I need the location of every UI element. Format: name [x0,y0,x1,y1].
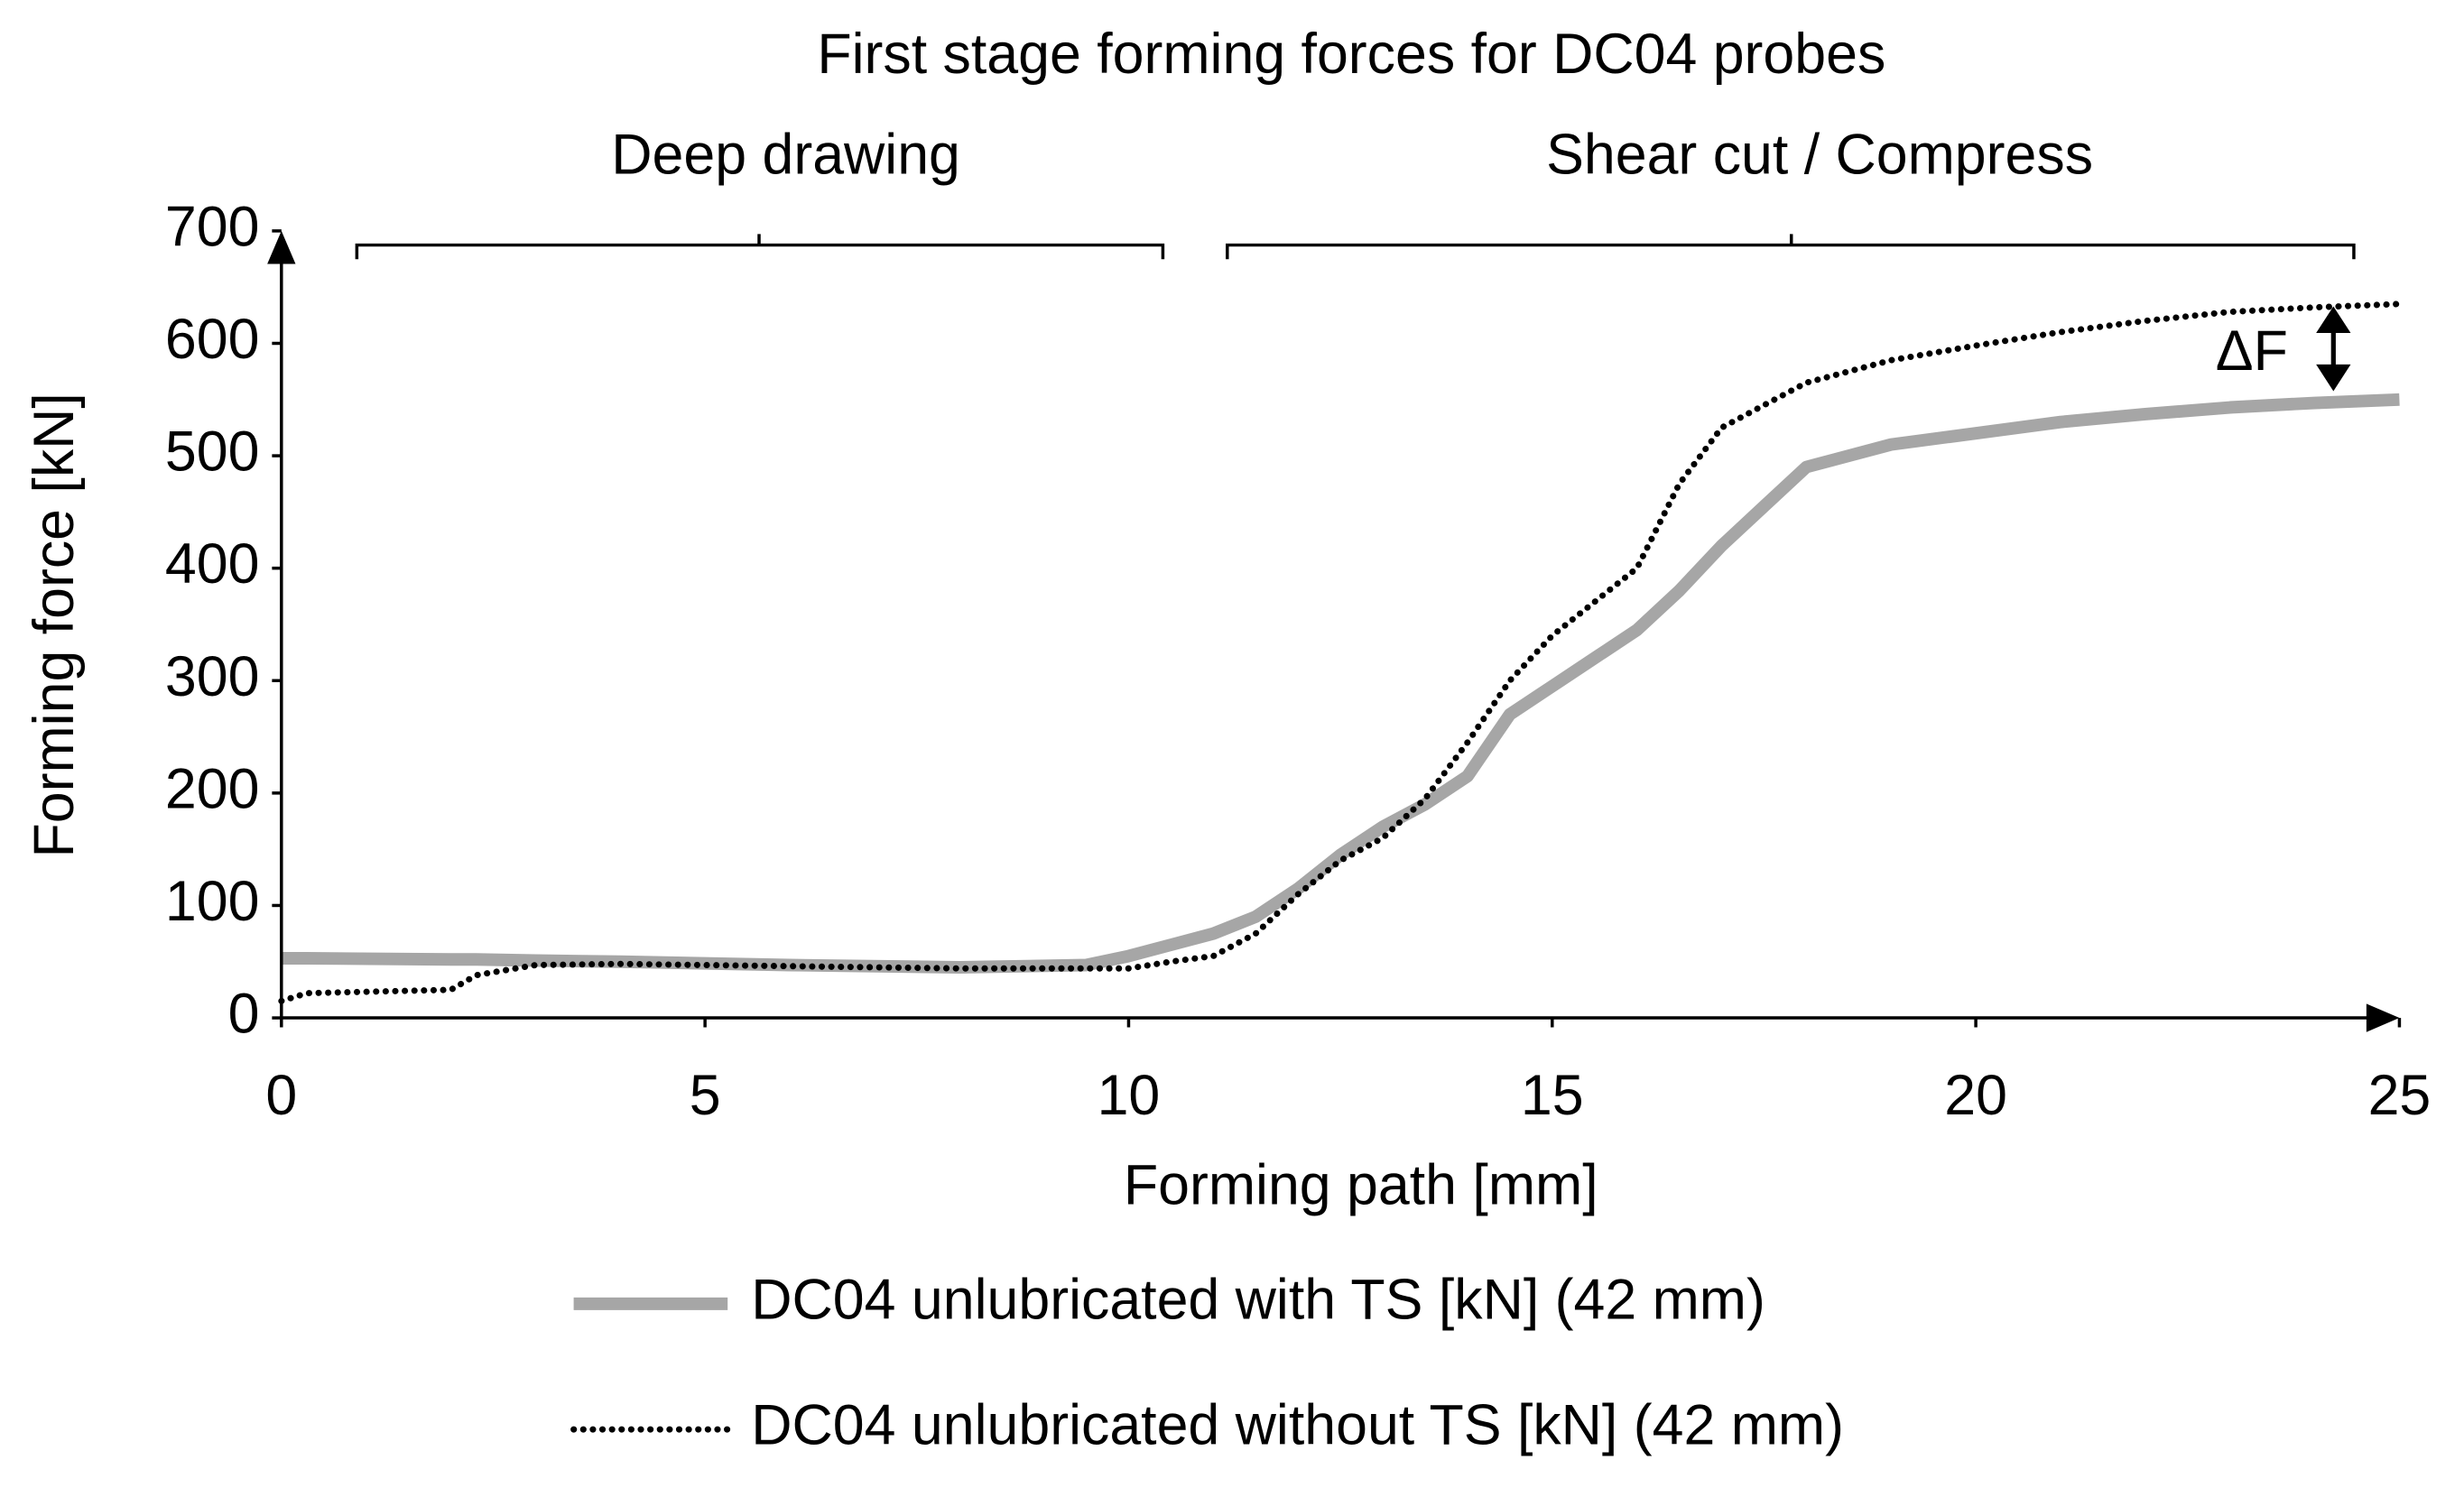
x-tick-label: 25 [2368,1064,2432,1127]
bracket [1226,234,2356,260]
y-tick-label: 300 [165,645,260,708]
series-line [278,300,2403,1004]
chart-title: First stage forming forces for DC04 prob… [817,23,1885,86]
annotation: ΔF [2216,319,2288,383]
legend-label: DC04 unlubricated without TS [kN] (42 mm… [751,1394,1844,1457]
delta-arrow-head [2316,306,2351,392]
legend-label: DC04 unlubricated with TS [kN] (42 mm) [751,1268,1765,1331]
plot [278,300,2403,1004]
x-axis-label: Forming path [mm] [1124,1153,1598,1216]
y-tick-label: 100 [165,870,260,933]
annotation: Shear cut / Compress [1546,123,2093,186]
annotation: Deep drawing [611,123,960,186]
y-tick-label: 0 [228,983,260,1046]
x-tick-label: 0 [265,1064,297,1127]
x-tick-label: 20 [1944,1064,2007,1127]
y-axis-label: Forming force [kN] [23,393,86,857]
x-tick-label: 15 [1521,1064,1584,1127]
y-tick-label: 600 [165,308,260,371]
y-tick-label: 500 [165,420,260,484]
x-tick-label: 5 [690,1064,721,1127]
x-axis-arrow [2366,1003,2400,1032]
bracket [355,234,1165,260]
x-tick-label: 10 [1098,1064,1161,1127]
y-axis-arrow [267,230,296,264]
y-tick-label: 400 [165,532,260,596]
y-tick-label: 700 [165,195,260,258]
y-tick-label: 200 [165,757,260,820]
